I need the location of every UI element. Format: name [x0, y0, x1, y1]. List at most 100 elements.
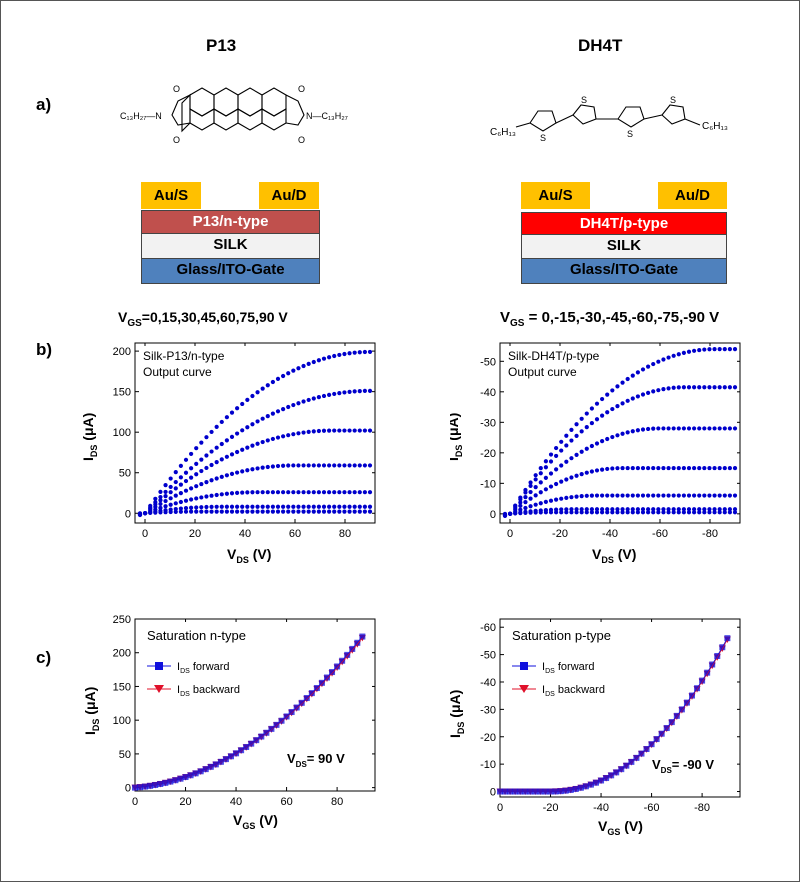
output-n-data-point	[291, 463, 296, 468]
output-n-ytick-label: 100	[113, 427, 131, 439]
output-p-data-point	[625, 430, 630, 435]
output-n-annotation-line: Output curve	[143, 365, 212, 379]
output-n-data-point	[291, 402, 296, 408]
output-p-data-point	[640, 427, 646, 432]
output-n-data-point	[209, 493, 214, 498]
output-p-data-point	[692, 385, 697, 390]
output-n-data-point	[342, 490, 347, 495]
output-n-data-point	[199, 481, 204, 487]
output-p-data-point	[630, 465, 635, 471]
output-n-data-point	[286, 504, 291, 509]
output-n-data-point	[219, 492, 224, 497]
output-p-data-point	[686, 493, 692, 498]
output-p-data-point	[579, 472, 584, 477]
output-p-data-point	[554, 467, 559, 472]
output-n-series-group	[137, 349, 373, 518]
output-p-data-point	[559, 496, 564, 501]
output-p-data-point	[518, 503, 523, 508]
output-p-data-point	[717, 347, 722, 352]
output-p-data-point	[559, 507, 564, 512]
output-n-data-point	[158, 501, 163, 507]
output-n-data-point	[189, 451, 194, 457]
output-p-data-point	[671, 493, 676, 498]
output-p-data-point	[605, 510, 610, 515]
output-p-data-point	[600, 510, 605, 515]
output-n-data-point	[235, 449, 240, 455]
output-p-data-point	[686, 349, 692, 354]
output-p-data-point	[543, 508, 548, 513]
output-n-data-point	[173, 493, 178, 498]
output-n-data-point	[158, 498, 163, 503]
output-p-data-point	[712, 426, 717, 431]
output-n-data-point	[204, 504, 209, 510]
output-n-data-point	[357, 509, 362, 514]
output-p-data-point	[600, 507, 605, 512]
output-p-data-point	[640, 367, 646, 372]
right-vgs-v: V	[500, 309, 511, 326]
output-p-data-point	[630, 493, 635, 498]
output-n-data-point	[311, 490, 316, 495]
output-p-data-point	[625, 465, 630, 471]
output-p-data-point	[651, 389, 656, 394]
output-n-data-point	[189, 486, 194, 491]
output-p-data-point	[681, 507, 686, 512]
output-p-data-point	[702, 493, 707, 498]
output-n-data-point	[143, 511, 148, 516]
output-n-data-point	[194, 505, 199, 510]
output-n-data-point	[306, 490, 311, 495]
output-p-data-point	[569, 495, 574, 500]
output-n-data-point	[153, 496, 158, 501]
output-p-data-point	[666, 426, 671, 431]
output-p-data-point	[732, 426, 738, 431]
output-p-data-point	[681, 510, 686, 515]
output-p-data-point	[554, 453, 559, 459]
output-p-data-point	[569, 427, 574, 432]
dh4t-sulfur-4: S	[670, 95, 676, 105]
output-p-data-point	[681, 465, 686, 471]
output-n-data-point	[367, 349, 373, 355]
output-n-data-point	[163, 504, 168, 509]
output-n-data-point	[321, 509, 327, 514]
output-p-data-point	[646, 507, 651, 512]
output-n-data-point	[209, 509, 214, 514]
output-p-data-point	[727, 510, 732, 515]
output-n-data-point	[265, 504, 270, 509]
output-p-data-point	[569, 507, 574, 512]
output-n-data-point	[301, 399, 306, 404]
output-p-data-point	[646, 510, 651, 515]
output-p-data-point	[584, 446, 589, 451]
output-n-data-point	[352, 490, 357, 495]
output-n-data-point	[189, 505, 194, 510]
output-n-xtick-label: 60	[289, 528, 301, 540]
output-n-data-point	[224, 438, 229, 443]
output-n-data-point	[347, 504, 352, 509]
output-n-data-point	[270, 436, 275, 442]
output-n-data-point	[260, 509, 265, 514]
output-p-data-point	[666, 355, 671, 360]
transfer-n-xtick-label: 80	[331, 796, 343, 808]
output-p-data-point	[605, 410, 610, 415]
output-n-ytick-label: 0	[125, 508, 131, 520]
output-p-data-point	[615, 507, 620, 512]
output-n-data-point	[168, 507, 173, 512]
output-p-series-group	[502, 347, 738, 518]
output-n-data-point	[229, 509, 235, 514]
output-p-data-point	[646, 465, 651, 471]
output-n-data-point	[265, 414, 270, 419]
output-n-data-point	[168, 496, 173, 501]
output-n-data-point	[255, 466, 260, 471]
output-n-data-point	[281, 373, 286, 379]
output-n-data-point	[250, 443, 255, 448]
right-semiconductor-layer: DH4T/p-type	[521, 212, 727, 235]
output-n-data-point	[337, 490, 342, 495]
output-n-data-point	[347, 509, 352, 514]
output-n-data-point	[224, 415, 229, 420]
output-p-data-point	[722, 465, 727, 471]
output-n-data-point	[321, 393, 327, 399]
output-p-data-point	[676, 510, 681, 515]
output-p-data-point	[589, 406, 594, 411]
output-n-data-point	[265, 464, 270, 470]
transfer-p-ytick-label: -60	[480, 622, 496, 634]
output-p-data-point	[697, 507, 702, 512]
output-n-data-point	[214, 476, 219, 481]
